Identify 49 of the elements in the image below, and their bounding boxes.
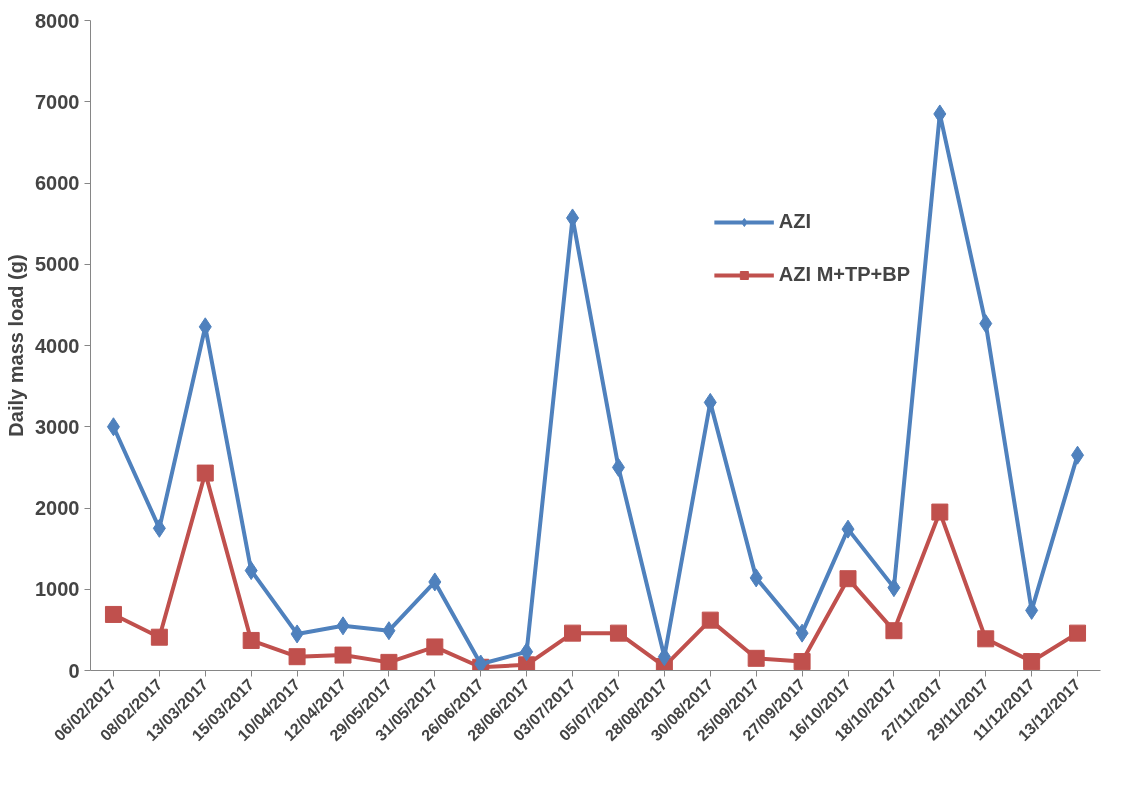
point xyxy=(428,572,442,592)
point xyxy=(977,630,995,648)
point xyxy=(426,638,444,656)
point xyxy=(885,622,903,640)
point xyxy=(609,624,627,642)
y-tick-label: 8000 xyxy=(35,9,80,32)
point xyxy=(380,653,398,671)
point xyxy=(933,104,947,124)
point xyxy=(979,314,993,334)
point xyxy=(841,519,855,539)
y-tick-label: 4000 xyxy=(35,334,80,357)
point xyxy=(152,518,166,538)
point xyxy=(336,616,350,636)
point xyxy=(196,464,214,482)
point xyxy=(520,642,534,662)
point xyxy=(749,568,763,588)
point xyxy=(564,624,582,642)
legend-label: AZI M+TP+BP xyxy=(778,263,910,286)
y-tick-label: 1000 xyxy=(35,578,80,601)
point xyxy=(242,631,260,649)
point xyxy=(1069,624,1087,642)
point xyxy=(839,570,857,588)
point xyxy=(474,654,488,671)
point xyxy=(518,656,536,671)
y-tick-label: 6000 xyxy=(35,172,80,194)
point xyxy=(795,623,809,643)
point xyxy=(382,621,396,641)
point xyxy=(747,649,765,667)
point xyxy=(611,457,625,477)
point xyxy=(1023,653,1041,671)
point xyxy=(290,624,304,644)
point xyxy=(887,578,901,598)
point xyxy=(701,611,719,629)
legend-label: AZI xyxy=(778,210,812,233)
point xyxy=(931,503,949,521)
point xyxy=(106,417,120,437)
point xyxy=(244,561,258,581)
y-tick-label: 2000 xyxy=(35,497,80,519)
point xyxy=(288,648,306,666)
y-tick-label: 5000 xyxy=(35,253,80,276)
point xyxy=(150,628,168,646)
y-tick-label: 7000 xyxy=(35,90,80,113)
point xyxy=(104,605,122,623)
y-tick-label: 0 xyxy=(68,659,80,682)
point xyxy=(1071,445,1085,465)
point xyxy=(793,653,811,671)
y-axis-title: Daily mass load (g) xyxy=(5,254,28,437)
y-tick-label: 3000 xyxy=(35,415,80,438)
point xyxy=(334,646,352,664)
